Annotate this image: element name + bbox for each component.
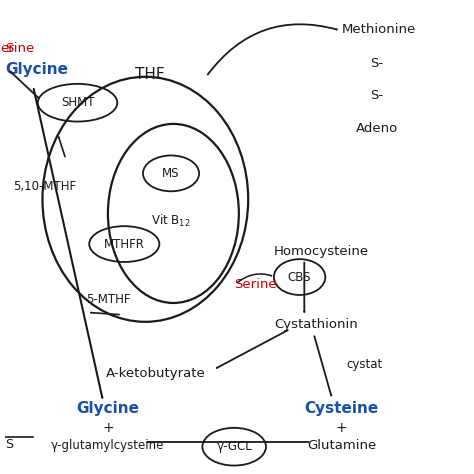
Text: 5-MTHF: 5-MTHF: [86, 293, 130, 306]
Text: 5,10-MTHF: 5,10-MTHF: [13, 180, 76, 192]
Text: cystat: cystat: [346, 358, 383, 371]
Text: Glycine: Glycine: [76, 401, 139, 417]
Text: Vit B$_{12}$: Vit B$_{12}$: [151, 212, 191, 228]
Text: S: S: [5, 42, 13, 55]
Text: Homocysteine: Homocysteine: [274, 245, 369, 258]
Text: +: +: [102, 421, 114, 435]
Text: S: S: [5, 438, 13, 451]
Text: S-: S-: [370, 89, 383, 102]
Text: Cystathionin: Cystathionin: [274, 318, 358, 331]
Text: Cysteine: Cysteine: [305, 401, 379, 417]
Text: Adeno: Adeno: [356, 122, 398, 135]
Text: MTHFR: MTHFR: [104, 237, 145, 251]
Text: γ-glutamylcysteine: γ-glutamylcysteine: [51, 439, 164, 452]
Text: Glycine: Glycine: [5, 62, 68, 77]
Text: CBS: CBS: [288, 271, 311, 283]
Text: +: +: [336, 421, 347, 435]
Text: γ-GCL: γ-GCL: [216, 440, 252, 453]
Text: erine: erine: [0, 42, 35, 55]
Text: S-: S-: [370, 57, 383, 70]
Text: Glutamine: Glutamine: [307, 439, 376, 452]
Text: A-ketobutyrate: A-ketobutyrate: [106, 367, 206, 380]
Text: SHMT: SHMT: [61, 96, 94, 109]
Text: MS: MS: [162, 167, 180, 180]
Text: THF: THF: [135, 67, 165, 82]
Text: Serine: Serine: [234, 278, 277, 291]
Text: Methionine: Methionine: [342, 23, 416, 36]
